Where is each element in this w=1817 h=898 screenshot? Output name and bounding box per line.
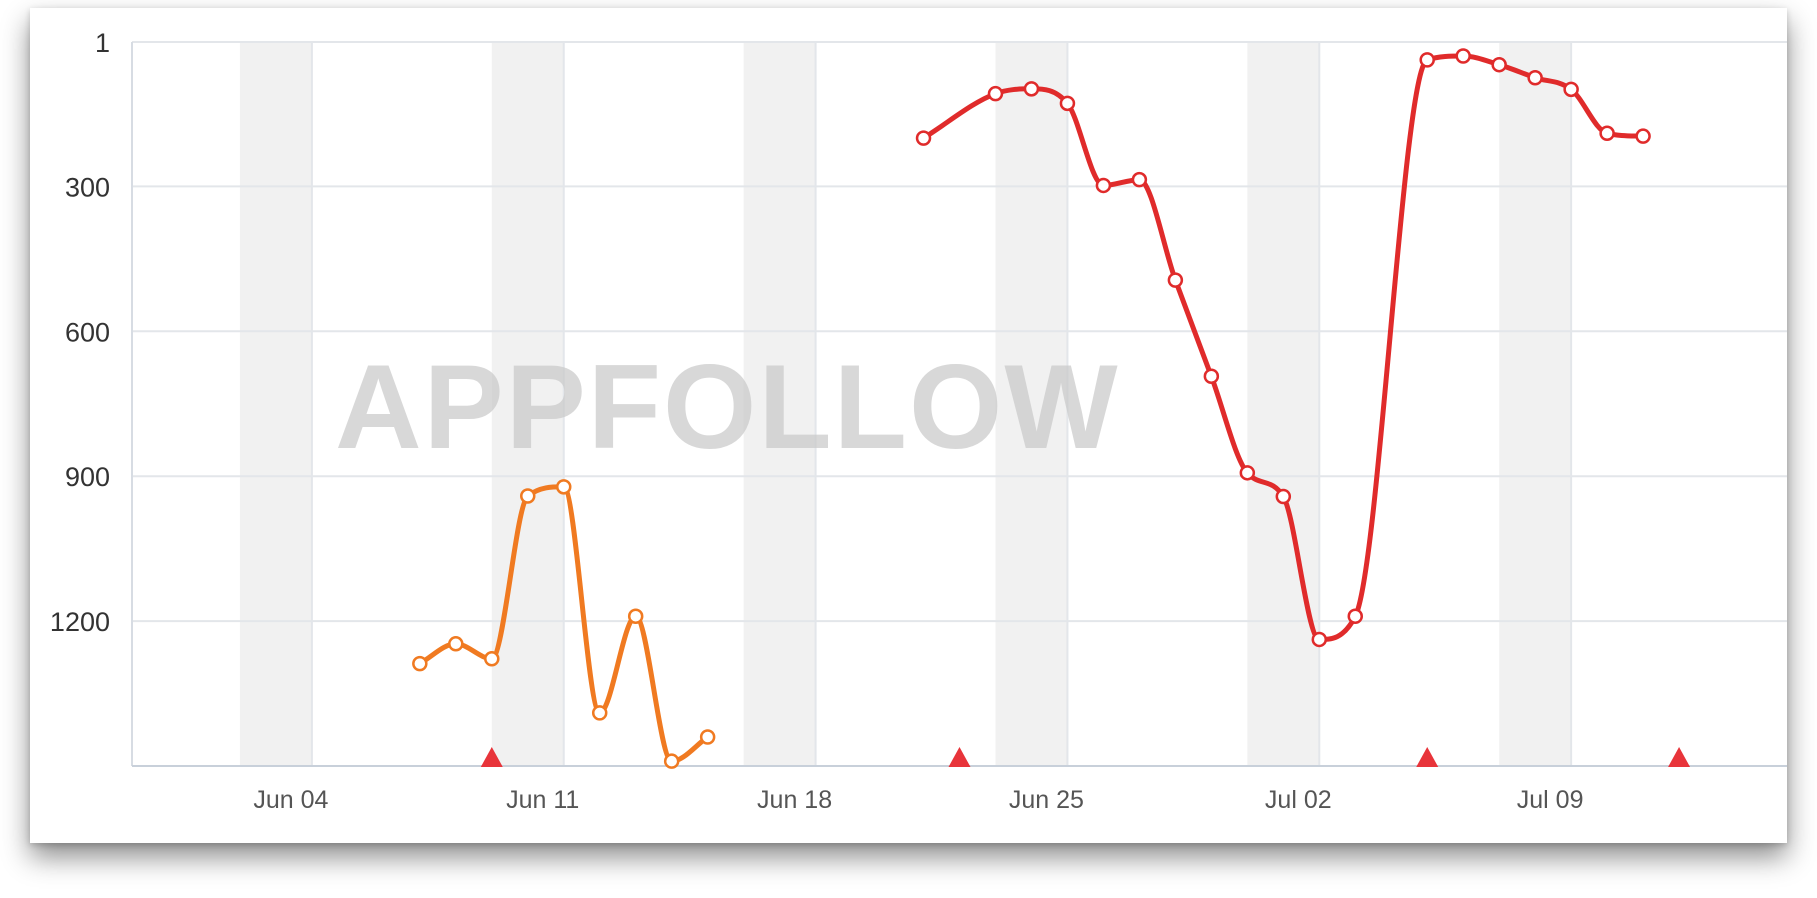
series-1-point-17: [1599, 125, 1615, 142]
weekend-band-1: [491, 42, 564, 766]
x-tick-label-5: Jul 09: [1517, 786, 1584, 814]
weekend-band-5: [1499, 42, 1572, 766]
series-1-point-7: [1203, 368, 1220, 384]
series-1-point-16: [1563, 81, 1579, 98]
y-tick-label-3: 900: [65, 462, 110, 492]
series-1-point-4: [1095, 177, 1112, 194]
x-tick-label-1: Jun 11: [506, 786, 579, 814]
series-0-point-0: [412, 655, 428, 672]
y-tick-labels: 1 300 600 900 1200: [50, 28, 110, 637]
series-0-point-7: [663, 753, 680, 769]
event-marker-1: [948, 747, 971, 767]
series-0-point-2: [484, 651, 500, 667]
series-0-point-4: [555, 479, 572, 495]
series-0-point-8: [699, 729, 716, 745]
event-marker-2: [1416, 747, 1439, 767]
series-0-point-6: [627, 608, 644, 625]
weekend-band-0: [239, 42, 312, 766]
chart-card: APPFOLLOW 1 300 600 900 1200 Jun 04 Jun 11 Jun…: [30, 8, 1787, 843]
series-1-point-6: [1167, 272, 1184, 288]
series-1-point-3: [1059, 95, 1076, 112]
series-1-point-1: [987, 85, 1004, 102]
series-1-point-12: [1419, 52, 1435, 68]
series-group: [412, 48, 1651, 769]
watermark: APPFOLLOW: [335, 340, 1120, 474]
series-0-point-1: [448, 636, 464, 652]
weekend-band-2: [743, 42, 816, 766]
x-tick-label-2: Jun 18: [757, 786, 832, 814]
x-tick-label-0: Jun 04: [253, 786, 328, 814]
series-1-point-11: [1347, 608, 1364, 625]
y-tick-label-4: 1200: [50, 607, 110, 637]
event-marker-3: [1668, 747, 1691, 767]
series-1-point-18: [1635, 128, 1651, 144]
series-1-point-2: [1023, 81, 1040, 97]
series-1: [915, 48, 1651, 648]
grid-lines: [132, 41, 1787, 766]
y-tick-label-1: 300: [65, 172, 110, 202]
series-1-point-13: [1455, 48, 1471, 64]
y-tick-label-2: 600: [65, 317, 110, 347]
series-1-point-5: [1131, 171, 1148, 188]
x-tick-labels: Jun 04 Jun 11 Jun 18 Jun 25 Jul 02 Jul 09: [253, 786, 1583, 814]
series-1-point-8: [1239, 465, 1256, 481]
weekend-band-3: [995, 42, 1068, 766]
series-0-point-5: [591, 705, 608, 721]
series-1-point-0: [915, 130, 932, 146]
weekend-bands: [239, 42, 1572, 766]
series-0: [412, 479, 716, 769]
series-1-point-10: [1311, 631, 1328, 648]
series-1-point-15: [1527, 69, 1543, 86]
series-1-line: [921, 53, 1646, 642]
x-tick-label-3: Jun 25: [1009, 786, 1084, 814]
y-tick-label-0: 1: [95, 28, 110, 58]
weekend-band-4: [1247, 42, 1320, 766]
x-tick-label-4: Jul 02: [1265, 786, 1332, 814]
event-marker-0: [480, 747, 503, 767]
series-1-point-9: [1275, 488, 1292, 505]
series-0-point-3: [520, 488, 536, 504]
series-1-point-14: [1491, 56, 1507, 73]
event-markers: [480, 747, 1691, 767]
